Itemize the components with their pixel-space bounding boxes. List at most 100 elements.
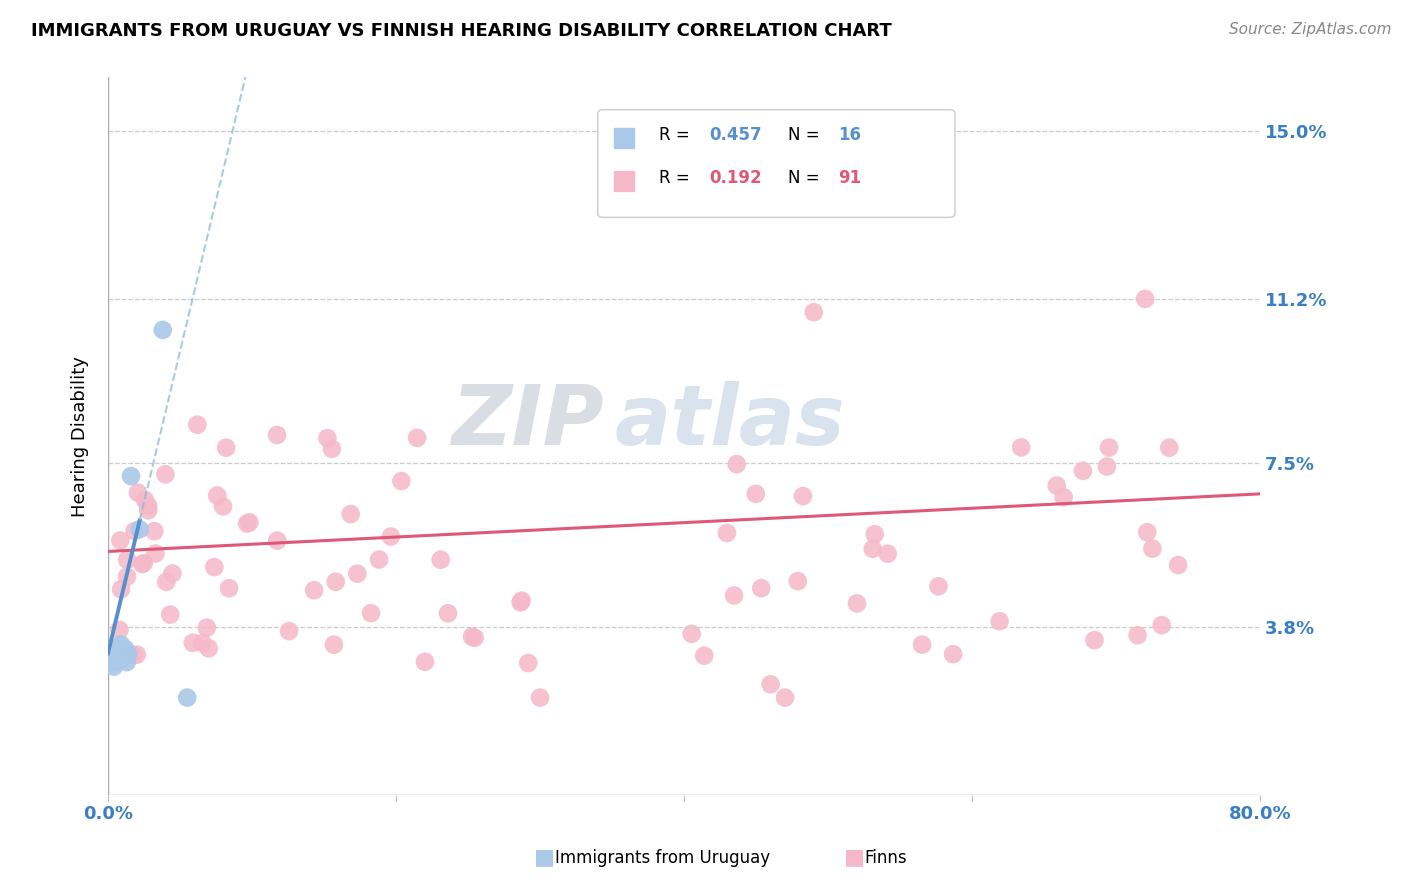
Point <box>316 431 339 445</box>
Point <box>325 574 347 589</box>
Y-axis label: Hearing Disability: Hearing Disability <box>72 356 89 516</box>
Point <box>122 648 145 662</box>
Point <box>162 566 184 581</box>
Point <box>110 582 132 597</box>
Point <box>124 524 146 538</box>
FancyBboxPatch shape <box>598 110 955 218</box>
Point <box>117 553 139 567</box>
Point <box>911 638 934 652</box>
Point <box>186 417 208 432</box>
Point <box>429 552 451 566</box>
Text: 0.192: 0.192 <box>710 169 762 187</box>
Point <box>681 627 703 641</box>
Text: atlas: atlas <box>614 382 845 462</box>
Point <box>105 655 128 669</box>
Point <box>1136 525 1159 540</box>
Point <box>360 606 382 620</box>
Text: 0.457: 0.457 <box>710 126 762 144</box>
Point <box>1150 618 1173 632</box>
Point <box>155 467 177 482</box>
Point <box>108 623 131 637</box>
Point <box>103 659 125 673</box>
Point <box>942 647 965 661</box>
Point <box>278 624 301 638</box>
Point <box>716 526 738 541</box>
Point <box>155 574 177 589</box>
Point <box>212 500 235 514</box>
Point <box>117 646 139 660</box>
Point <box>266 428 288 442</box>
Text: 91: 91 <box>838 169 862 187</box>
Point <box>191 636 214 650</box>
Point <box>749 581 772 595</box>
Point <box>773 690 796 705</box>
Text: R =: R = <box>659 169 695 187</box>
Point <box>115 655 138 669</box>
Point <box>110 533 132 548</box>
Point <box>152 323 174 337</box>
Point <box>127 485 149 500</box>
Point <box>1046 478 1069 492</box>
Point <box>380 529 402 543</box>
Point <box>1071 464 1094 478</box>
Point <box>207 489 229 503</box>
Text: N =: N = <box>787 169 825 187</box>
Point <box>759 677 782 691</box>
Point <box>100 655 122 669</box>
Text: ■: ■ <box>534 847 555 867</box>
Point <box>413 655 436 669</box>
Point <box>1126 628 1149 642</box>
Point <box>181 636 204 650</box>
Point <box>195 621 218 635</box>
Point <box>108 650 131 665</box>
Text: ZIP: ZIP <box>451 382 603 462</box>
Point <box>302 583 325 598</box>
Point <box>693 648 716 663</box>
Point <box>131 557 153 571</box>
Point <box>1142 541 1164 556</box>
Point <box>110 637 132 651</box>
Point <box>725 457 748 471</box>
Point <box>863 527 886 541</box>
Text: 16: 16 <box>838 126 862 144</box>
Text: IMMIGRANTS FROM URUGUAY VS FINNISH HEARING DISABILITY CORRELATION CHART: IMMIGRANTS FROM URUGUAY VS FINNISH HEARI… <box>31 22 891 40</box>
Point <box>266 533 288 548</box>
Point <box>792 489 814 503</box>
Point <box>322 638 344 652</box>
Point <box>529 690 551 705</box>
Point <box>786 574 808 589</box>
Point <box>197 641 219 656</box>
Point <box>862 541 884 556</box>
Point <box>159 607 181 622</box>
Point <box>437 607 460 621</box>
Point <box>128 522 150 536</box>
Point <box>136 503 159 517</box>
Point <box>111 646 134 660</box>
Point <box>238 516 260 530</box>
Point <box>176 690 198 705</box>
Point <box>517 656 540 670</box>
Point <box>114 641 136 656</box>
Point <box>1010 441 1032 455</box>
Point <box>339 507 361 521</box>
Point <box>745 487 768 501</box>
Point <box>1095 459 1118 474</box>
Point <box>112 650 135 665</box>
Point <box>406 431 429 445</box>
Text: R =: R = <box>659 126 695 144</box>
Point <box>145 547 167 561</box>
Point <box>1098 441 1121 455</box>
Text: Immigrants from Uruguay: Immigrants from Uruguay <box>555 849 770 867</box>
Point <box>509 595 531 609</box>
Point <box>803 305 825 319</box>
Point <box>120 469 142 483</box>
Point <box>218 581 240 595</box>
Text: N =: N = <box>787 126 825 144</box>
Point <box>1159 441 1181 455</box>
Point <box>104 641 127 656</box>
Point <box>107 646 129 660</box>
Point <box>464 631 486 645</box>
Point <box>202 560 225 574</box>
Text: Finns: Finns <box>865 849 907 867</box>
Point <box>1053 490 1076 504</box>
